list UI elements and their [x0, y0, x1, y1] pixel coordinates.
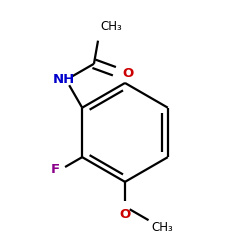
- Text: O: O: [120, 208, 130, 221]
- Text: NH: NH: [53, 73, 75, 86]
- Text: CH₃: CH₃: [151, 222, 173, 234]
- Text: F: F: [50, 163, 59, 176]
- Text: O: O: [122, 66, 133, 80]
- Text: CH₃: CH₃: [100, 20, 122, 33]
